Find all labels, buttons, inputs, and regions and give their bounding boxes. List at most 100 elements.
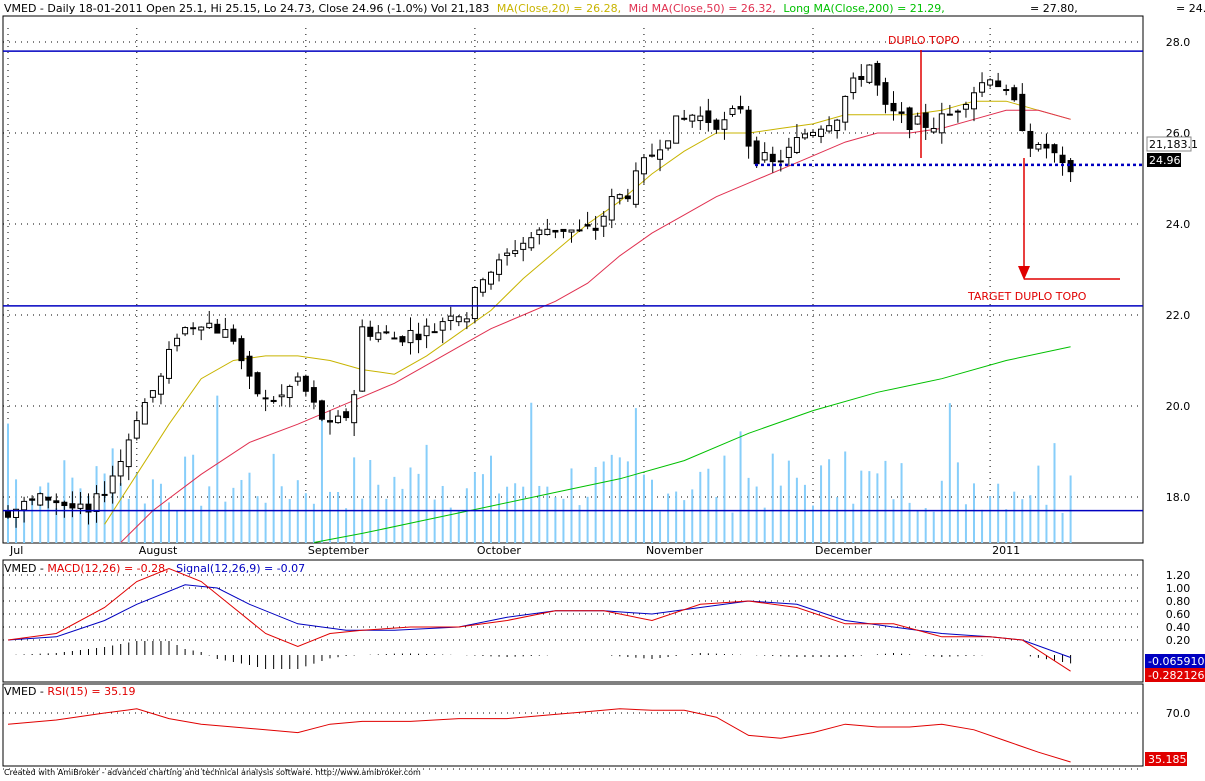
candle	[496, 253, 503, 282]
candle-body	[914, 115, 921, 125]
macd-tick-label: 0.60	[1166, 608, 1191, 621]
candle-body	[399, 336, 406, 343]
candle-body	[45, 496, 52, 501]
candle-body	[689, 114, 696, 122]
candle-body	[898, 111, 905, 114]
candle	[995, 72, 1002, 88]
month-label: 2011	[992, 544, 1020, 557]
candle-body	[109, 475, 116, 494]
candle-body	[705, 110, 712, 123]
svg-text:VMED - RSI(15) = 35.19: VMED - RSI(15) = 35.19	[4, 685, 136, 698]
candle-body	[995, 80, 1002, 88]
candle	[882, 77, 889, 114]
candle	[922, 103, 929, 140]
candle-body	[536, 229, 543, 236]
candle	[858, 64, 865, 87]
candle	[37, 492, 44, 506]
candle-body	[737, 106, 744, 110]
signal-line	[7, 584, 1071, 658]
candle	[1003, 84, 1010, 96]
candle-body	[278, 394, 285, 398]
candle-body	[77, 503, 84, 509]
candle-body	[504, 252, 511, 256]
candle	[302, 374, 309, 397]
candle-body	[826, 125, 833, 132]
candle	[528, 231, 535, 251]
candle-body	[657, 149, 664, 160]
candle	[544, 218, 551, 236]
candle	[415, 322, 422, 354]
candle-body	[85, 503, 92, 513]
candle-body	[616, 194, 623, 199]
candle-body	[29, 498, 36, 501]
candle	[769, 146, 776, 173]
candle-body	[608, 196, 615, 221]
candle	[343, 408, 350, 421]
candle	[632, 162, 639, 208]
candle-body	[230, 328, 237, 342]
candle	[1043, 133, 1050, 159]
candle	[785, 137, 792, 166]
macd-line	[7, 567, 1071, 672]
macd-title-macd: MACD(12,26) = -0.28,	[47, 562, 168, 575]
candle-body	[310, 387, 317, 403]
candle-body	[1051, 144, 1058, 154]
candle	[13, 508, 20, 528]
candle	[898, 102, 905, 124]
candle-body	[463, 318, 470, 323]
month-label: December	[815, 544, 873, 557]
candle	[270, 396, 277, 404]
candle	[45, 496, 52, 509]
close-price-label: 24.96	[1149, 154, 1181, 167]
candle-body	[761, 152, 768, 161]
candle	[777, 149, 784, 172]
candle-body	[1059, 154, 1066, 164]
rsi-tick-label: 70.0	[1166, 707, 1191, 720]
candle	[198, 326, 205, 341]
ma200-line	[313, 346, 1071, 543]
candle	[85, 493, 92, 525]
candle-body	[930, 127, 937, 133]
duplo-topo-label: DUPLO TOPO	[888, 34, 960, 47]
candle	[190, 322, 197, 336]
header-prefix: VMED - Daily 18-01-2011 Open 25.1, Hi 25…	[4, 2, 489, 15]
candle	[109, 465, 116, 504]
candle-body	[600, 215, 607, 227]
candle	[793, 123, 800, 155]
candle-body	[157, 375, 164, 395]
candle	[254, 371, 261, 397]
macd-title-prefix: VMED -	[4, 562, 47, 575]
candle-body	[318, 400, 325, 420]
candle-body	[262, 397, 269, 400]
candle-body	[1043, 143, 1050, 149]
candle	[834, 118, 841, 139]
candle	[657, 139, 664, 172]
candle	[938, 102, 945, 144]
candle	[149, 390, 156, 403]
candle-body	[673, 115, 680, 144]
candle	[560, 228, 567, 239]
candle	[61, 500, 68, 518]
candle	[101, 481, 108, 503]
candle	[810, 129, 816, 138]
candle-body	[922, 112, 929, 128]
header-ma20: MA(Close,20) = 26.28,	[497, 2, 621, 15]
candle-body	[359, 326, 366, 392]
svg-text:VMED - Daily 18-01-2011 Open 2: VMED - Daily 18-01-2011 Open 25.1, Hi 25…	[4, 2, 945, 15]
candle-body	[375, 332, 382, 340]
candle-body	[834, 119, 841, 132]
candle	[1019, 83, 1026, 132]
candle-body	[37, 493, 44, 506]
candle-body	[174, 337, 181, 347]
candle	[407, 317, 414, 355]
candle-body	[987, 79, 994, 86]
candle-body	[906, 107, 913, 131]
candle	[318, 399, 325, 422]
candle	[479, 277, 486, 297]
macd-tick-label: 0.20	[1166, 634, 1191, 647]
candle-body	[238, 338, 245, 362]
candle-body	[753, 140, 760, 165]
candle-body	[21, 500, 28, 511]
header-extra: = 27.80,	[1030, 2, 1078, 15]
candle	[447, 306, 454, 331]
